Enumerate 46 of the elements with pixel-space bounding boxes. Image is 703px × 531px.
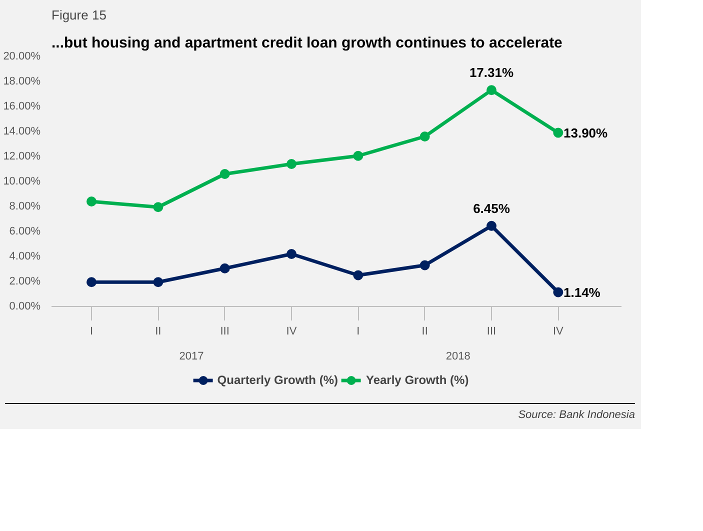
y-tick-label: 18.00% [3,76,41,88]
data-label: 17.31% [469,65,514,80]
chart-subtitle: ...but housing and apartment credit loan growth continues to accelerate [52,34,562,52]
text: 2017 [179,350,204,362]
point [420,260,430,270]
point [353,150,364,161]
point [486,220,496,231]
data-label: 6.45% [473,200,510,216]
y-tick-label: 6.00% [9,226,41,238]
y-tick-label: 20.00% [3,50,41,62]
y-tick-label: 12.00% [3,150,41,162]
point [286,249,296,259]
point [420,132,430,142]
point [353,270,364,280]
y-tick-label: 2.00% [9,276,41,288]
x-tick-label: III [486,326,496,338]
y-tick-label: 8.00% [9,200,41,212]
point [153,202,164,212]
x-tick-label: II [422,326,428,338]
point [286,159,296,169]
point [220,169,230,179]
x-tick-label: II [155,326,162,338]
x-tick-label: III [220,326,230,338]
point [86,196,96,206]
point [553,128,564,138]
legend-label: Quarterly Growth (%) [217,373,338,387]
y-tick-label: 14.00% [3,126,41,138]
y-tick-label: 0.00% [9,300,41,312]
y-tick-label: 16.00% [3,100,41,112]
point [220,263,230,274]
chart-title: Figure 15 [52,8,106,22]
y-tick-label: 10.00% [3,176,41,188]
y-tick-label: 4.00% [9,250,41,262]
x-tick-label: I [90,326,94,338]
point [486,85,496,96]
point [153,277,164,288]
x-tick-label: I [356,326,360,338]
x-tick-label: IV [552,326,564,338]
x-tick-label: IV [286,326,298,338]
source-note: Source: Bank Indonesia [518,408,635,423]
point [86,277,96,288]
data-label: 13.90% [564,125,608,140]
legend-label: Yearly Growth (%) [366,373,469,387]
point [553,287,564,298]
data-label: 1.14% [564,284,601,300]
text: 2018 [446,350,470,362]
